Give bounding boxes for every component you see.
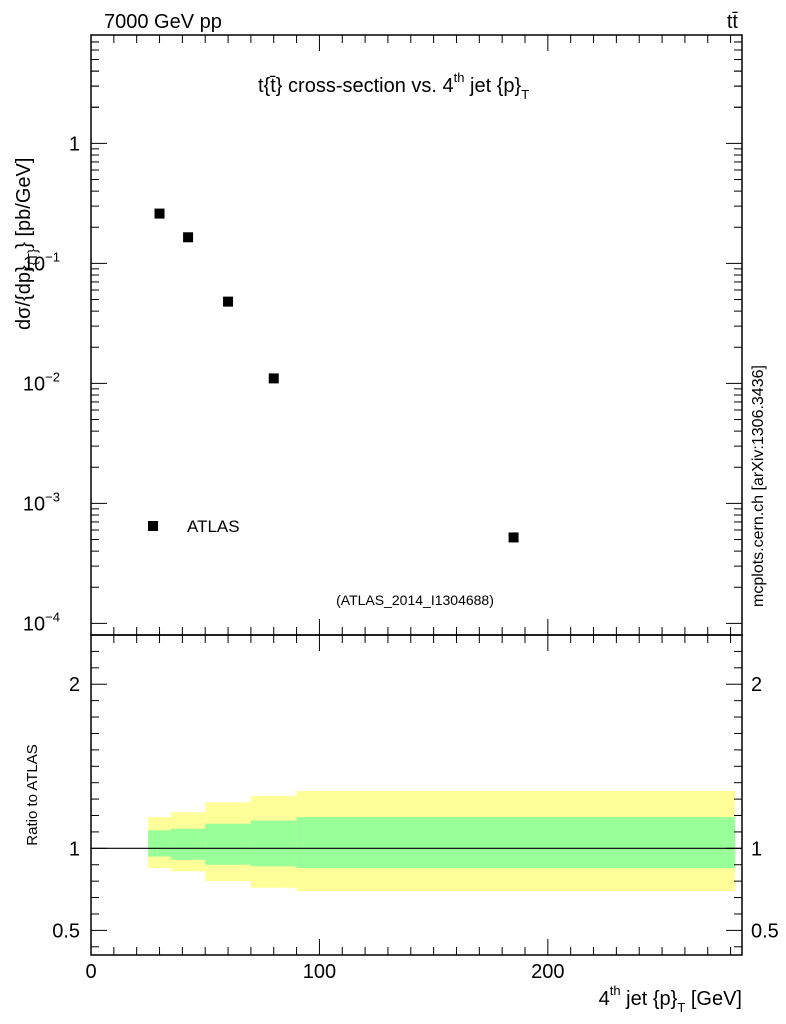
x-axis-label: 4th jet {p}T [GeV]	[599, 983, 742, 1015]
x-tick-label: 0	[85, 961, 96, 983]
data-point	[508, 532, 519, 543]
plot-title-tail: jet {p}	[464, 75, 521, 97]
ratio-band-inner	[170, 828, 206, 860]
main-ylabel-sub: {T}	[25, 248, 40, 265]
ratio-ylabel: Ratio to ATLAS	[24, 744, 41, 845]
main-panel: 1 10−1 10−2 10−3 10−4	[23, 34, 743, 636]
process-label: tt̄	[727, 11, 739, 33]
main-y-tick-label: 10−3	[23, 489, 60, 515]
ratio-band-inner	[250, 820, 297, 867]
ratio-y-tick-label: 2	[69, 674, 80, 696]
x-axis-label-sub: T	[677, 1000, 685, 1015]
data-point	[268, 373, 279, 384]
ratio-y-tick-label-right: 2	[751, 674, 762, 696]
main-marks-layer	[154, 208, 519, 543]
ratio-band-inner	[296, 817, 736, 869]
main-frame	[90, 34, 743, 636]
plot-title-sup: th	[454, 70, 465, 85]
data-point	[223, 296, 234, 307]
ratio-y-tick-label: 1	[69, 838, 80, 860]
ratio-y-tick-label-right: 0.5	[751, 920, 779, 942]
ratio-band-inner	[205, 823, 251, 865]
ratio-bands-layer	[91, 790, 742, 891]
main-y-tick-label: 10−4	[23, 609, 60, 635]
ratio-frame	[90, 634, 743, 956]
plot-title: t{t̄} cross-section vs. 4th jet {p}T	[258, 70, 529, 102]
x-axis-label-part5: [GeV]	[685, 988, 742, 1010]
main-ylabel-part3: } [pb/GeV]	[13, 158, 35, 249]
ratio-y-tick-label-right: 1	[751, 838, 762, 860]
main-y-tick-label: 10−2	[23, 369, 60, 395]
energy-label: 7000 GeV pp	[104, 11, 222, 33]
x-tick-label: 100	[303, 961, 336, 983]
data-point	[154, 208, 165, 219]
x-tick-label: 200	[531, 961, 564, 983]
main-ylabel: dσ/{dp}{T}} [pb/GeV]	[13, 158, 40, 330]
ratio-panel: 0.5 0.5 1 1 2 2 0 100 200	[52, 634, 779, 983]
main-ticks-layer: 1 10−1 10−2 10−3 10−4	[23, 34, 742, 635]
ratio-y-tick-label: 0.5	[52, 920, 80, 942]
ratio-ticks-layer: 0.5 0.5 1 1 2 2 0 100 200	[52, 635, 779, 983]
main-y-tick-label: 10−1	[23, 249, 60, 275]
main-ylabel-part1: dσ/{dp}	[13, 265, 35, 330]
x-axis-label-sup: th	[610, 983, 621, 998]
legend-marker	[148, 521, 158, 531]
x-axis-label-part1: 4	[599, 988, 610, 1010]
analysis-label: (ATLAS_2014_I1304688)	[336, 592, 494, 608]
legend-entry: ATLAS	[187, 517, 240, 536]
plot-title-main: t{t̄} cross-section vs. 4	[258, 75, 454, 97]
side-label: mcplots.cern.ch [arXiv:1306.3436]	[750, 365, 767, 607]
plot-title-sub: T	[521, 87, 529, 102]
x-axis-label-part3: jet {p}	[621, 988, 678, 1010]
ratio-band-inner	[148, 830, 171, 857]
data-point	[183, 232, 194, 243]
main-y-tick-label: 1	[69, 133, 80, 155]
